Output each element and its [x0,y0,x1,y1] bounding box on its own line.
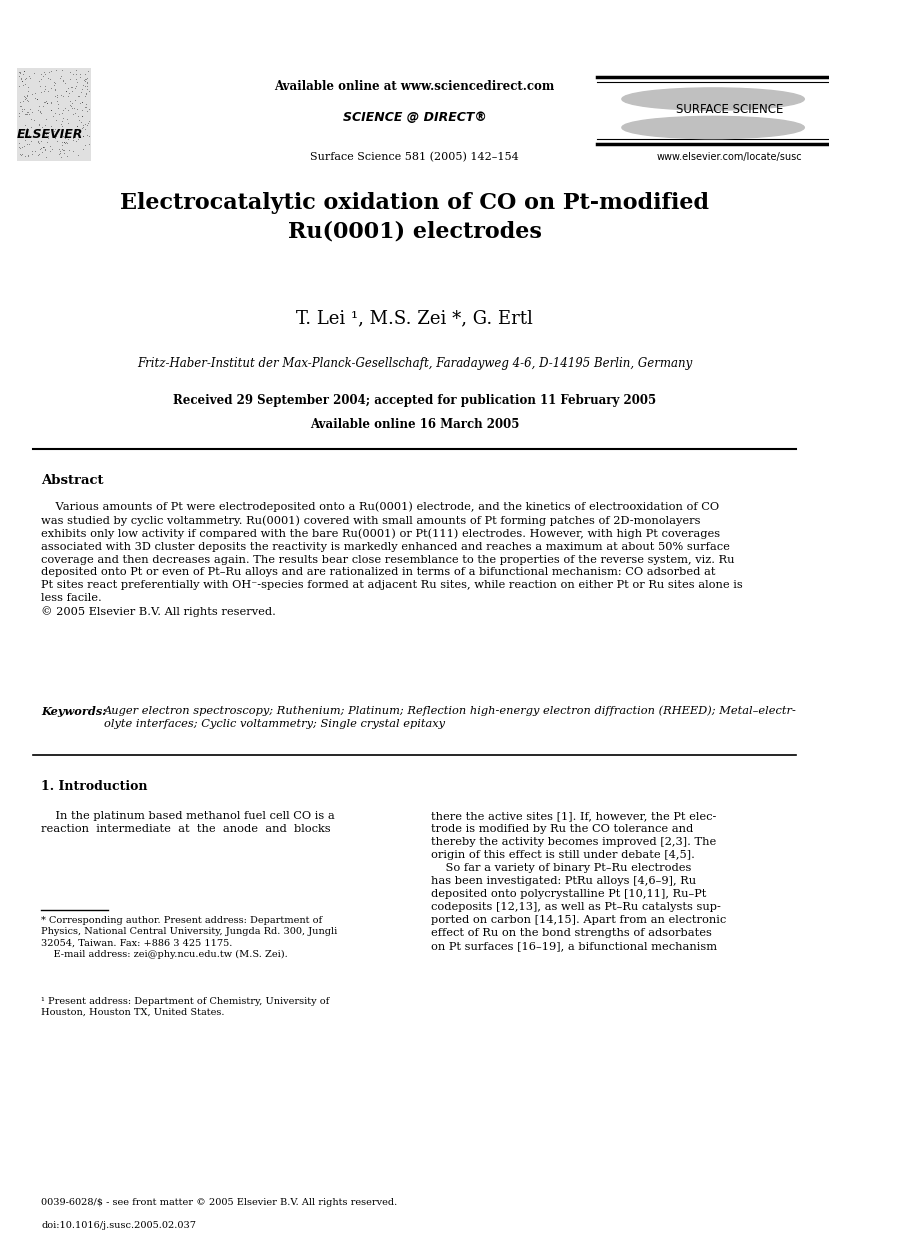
Text: In the platinum based methanol fuel cell CO is a
reaction  intermediate  at  the: In the platinum based methanol fuel cell… [42,811,336,834]
Text: Keywords:: Keywords: [42,706,107,717]
Text: Received 29 September 2004; accepted for publication 11 February 2005: Received 29 September 2004; accepted for… [173,394,656,407]
Text: 1. Introduction: 1. Introduction [42,780,148,794]
Text: doi:10.1016/j.susc.2005.02.037: doi:10.1016/j.susc.2005.02.037 [42,1221,197,1229]
Text: Fritz-Haber-Institut der Max-Planck-Gesellschaft, Faradayweg 4-6, D-14195 Berlin: Fritz-Haber-Institut der Max-Planck-Gese… [137,357,692,370]
Ellipse shape [622,88,805,110]
Text: SURFACE SCIENCE: SURFACE SCIENCE [676,103,784,116]
Text: Available online 16 March 2005: Available online 16 March 2005 [310,418,520,432]
Text: ELSEVIER: ELSEVIER [16,128,83,141]
Text: www.elsevier.com/locate/susc: www.elsevier.com/locate/susc [657,152,803,162]
Text: Electrocatalytic oxidation of CO on Pt-modified
Ru(0001) electrodes: Electrocatalytic oxidation of CO on Pt-m… [120,192,709,243]
Text: Auger electron spectroscopy; Ruthenium; Platinum; Reflection high-energy electro: Auger electron spectroscopy; Ruthenium; … [103,706,796,729]
Text: there the active sites [1]. If, however, the Pt elec-
trode is modified by Ru th: there the active sites [1]. If, however,… [431,811,727,951]
Text: Abstract: Abstract [42,474,104,488]
Text: SCIENCE @ DIRECT®: SCIENCE @ DIRECT® [343,111,486,125]
Text: Surface Science 581 (2005) 142–154: Surface Science 581 (2005) 142–154 [310,152,519,162]
Text: 0039-6028/$ - see front matter © 2005 Elsevier B.V. All rights reserved.: 0039-6028/$ - see front matter © 2005 El… [42,1198,397,1207]
Text: Various amounts of Pt were electrodeposited onto a Ru(0001) electrode, and the k: Various amounts of Pt were electrodeposi… [42,501,743,617]
Ellipse shape [622,116,805,139]
Text: ¹ Present address: Department of Chemistry, University of
Houston, Houston TX, U: ¹ Present address: Department of Chemist… [42,997,330,1016]
Text: T. Lei ¹, M.S. Zei *, G. Ertl: T. Lei ¹, M.S. Zei *, G. Ertl [297,310,533,328]
Text: * Corresponding author. Present address: Department of
Physics, National Central: * Corresponding author. Present address:… [42,916,337,958]
FancyBboxPatch shape [16,68,92,161]
Text: Available online at www.sciencedirect.com: Available online at www.sciencedirect.co… [275,80,555,94]
